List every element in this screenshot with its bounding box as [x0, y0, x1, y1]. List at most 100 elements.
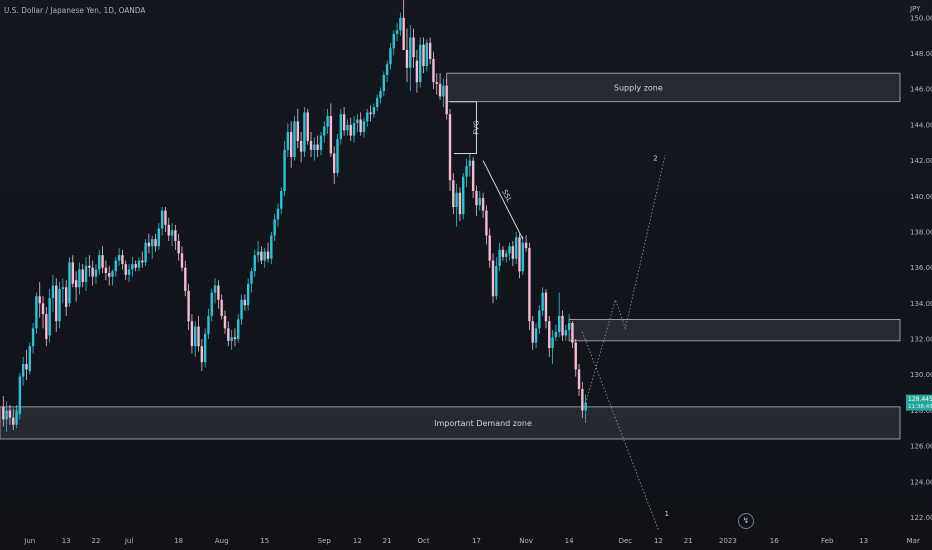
- x-tick-label: Mar: [907, 537, 920, 545]
- zone-1: [0, 406, 901, 440]
- candle-body-128: [425, 42, 429, 67]
- x-tick-label: 16: [770, 537, 779, 545]
- candle-body-157: [521, 242, 524, 272]
- candle-body-145: [481, 198, 485, 211]
- candle-body-165: [548, 321, 551, 348]
- candle-body-96: [319, 135, 323, 150]
- candle-body-56: [187, 290, 190, 322]
- candle-body-4: [15, 410, 18, 425]
- y-tick-label: 134.000: [910, 300, 932, 308]
- candle-body-74: [246, 283, 250, 306]
- candle-body-10: [35, 296, 38, 329]
- y-tick-label: 136.000: [910, 264, 932, 272]
- candle-body-120: [399, 17, 402, 31]
- candle-body-162: [538, 310, 541, 329]
- candle-body-141: [468, 160, 472, 166]
- candle-body-164: [544, 292, 548, 322]
- x-tick-label: 22: [91, 537, 100, 545]
- candle-body-14: [48, 298, 51, 336]
- candle-body-19: [64, 287, 68, 307]
- x-tick-label: 12: [353, 537, 362, 545]
- candle-body-62: [207, 315, 210, 334]
- candle-body-114: [379, 91, 382, 99]
- x-tick-label: 21: [383, 537, 392, 545]
- candle-body-83: [276, 208, 280, 220]
- candle-body-45: [151, 239, 154, 247]
- y-tick-label: 132.000: [910, 336, 932, 344]
- candle-body-93: [309, 140, 313, 150]
- y-tick-label: 138.000: [910, 228, 932, 236]
- candle-body-102: [339, 114, 343, 140]
- candle-body-124: [412, 37, 415, 58]
- y-tick-label: 142.000: [910, 157, 932, 165]
- candle-body-5: [18, 376, 22, 415]
- candle-body-169: [561, 315, 564, 336]
- candle-body-46: [154, 239, 157, 247]
- candle-body-31: [104, 267, 108, 274]
- candle-body-87: [289, 132, 293, 158]
- candle-body-94: [313, 144, 316, 150]
- candle-body-130: [432, 58, 435, 83]
- candle-body-153: [508, 246, 511, 254]
- candle-body-168: [557, 315, 561, 332]
- candle-body-159: [528, 248, 531, 322]
- candle-body-28: [94, 269, 98, 277]
- y-tick-label: 122.000: [910, 514, 932, 522]
- candle-body-149: [495, 265, 498, 297]
- candle-body-117: [389, 48, 392, 65]
- candle-body-171: [567, 322, 571, 331]
- candle-body-112: [372, 107, 376, 115]
- axes-layer: JPY 122.000 124.000 126.000 128.000 130.000 13…: [23, 5, 932, 545]
- candle-body-108: [359, 119, 362, 133]
- candle-body-156: [518, 237, 521, 272]
- candle-body-97: [323, 126, 326, 136]
- candle-body-65: [217, 285, 220, 300]
- projection-path-1: [581, 331, 659, 531]
- candle-body-35: [117, 255, 121, 261]
- x-tick-label: Sep: [318, 537, 332, 545]
- projection-label-1: 1: [664, 510, 668, 518]
- ssl-label: SSL: [500, 188, 513, 203]
- y-tick-label: 150.000: [910, 14, 932, 22]
- candle-body-69: [230, 337, 233, 341]
- candle-body-111: [369, 112, 372, 115]
- candle-body-82: [273, 219, 276, 236]
- candle-body-86: [286, 132, 290, 150]
- candle-body-16: [55, 285, 58, 322]
- candle-body-154: [511, 246, 515, 259]
- x-tick-label: Feb: [821, 537, 834, 545]
- candle-body-125: [415, 60, 419, 83]
- x-tick-label: Dec: [619, 537, 633, 545]
- candle-body-84: [280, 190, 283, 209]
- candle-body-38: [127, 269, 131, 275]
- x-tick-label: Nov: [519, 537, 533, 545]
- tradingview-logo-icon[interactable]: ↯: [738, 513, 754, 529]
- candle-body-100: [332, 153, 336, 174]
- candle-body-89: [296, 121, 299, 141]
- candle-body-63: [210, 292, 213, 316]
- y-tick-label: 144.000: [910, 121, 932, 129]
- candle-body-85: [283, 149, 286, 191]
- candle-body-92: [306, 112, 309, 141]
- candle-body-148: [491, 260, 495, 297]
- y-tick-label: 148.000: [910, 50, 932, 58]
- candle-body-126: [419, 44, 422, 83]
- candle-body-131: [435, 82, 438, 84]
- candle-body-135: [448, 114, 452, 181]
- candle-body-167: [554, 331, 558, 338]
- candle-body-12: [41, 303, 45, 315]
- projection-label-0: 2: [653, 154, 657, 162]
- candle-body-51: [170, 230, 174, 236]
- candle-body-118: [392, 33, 395, 49]
- candle-body-13: [45, 314, 48, 340]
- candle-body-175: [581, 389, 584, 411]
- candle-body-158: [524, 242, 528, 249]
- candle-body-37: [124, 264, 127, 275]
- candle-body-15: [51, 285, 55, 299]
- candle-body-71: [237, 319, 240, 340]
- candle-body-132: [438, 83, 442, 97]
- candle-body-136: [452, 180, 455, 208]
- candle-body-61: [203, 333, 207, 363]
